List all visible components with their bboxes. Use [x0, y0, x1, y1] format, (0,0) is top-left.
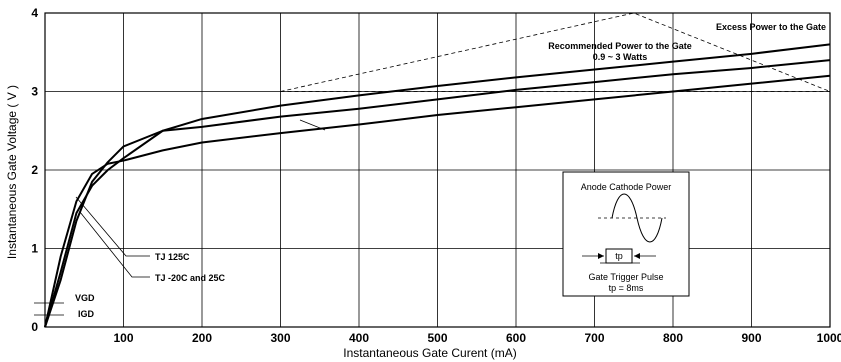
x-tick-label: 1000	[817, 331, 841, 345]
y-tick-label: 1	[31, 242, 38, 256]
tjlow-label: TJ -20C and 25C	[155, 273, 226, 283]
tj125-label: TJ 125C	[155, 252, 190, 262]
series-line	[44, 59, 831, 328]
x-tick-label: 400	[349, 331, 369, 345]
series-line	[44, 74, 831, 328]
y-axis-title: Instantaneous Gate Voltage ( V )	[5, 85, 19, 259]
leader-line-tjlow	[79, 211, 150, 278]
inset-frame	[562, 171, 690, 297]
x-tick-label: 800	[663, 331, 683, 345]
x-tick-label: 200	[192, 331, 212, 345]
x-tick-label: 500	[427, 331, 447, 345]
watts-range-label: 0.9 ~ 3 Watts	[593, 52, 647, 62]
pulse-arrowhead-left	[598, 253, 604, 259]
power-limit-lines	[280, 12, 831, 92]
plot-frame	[44, 12, 831, 328]
x-tick-label: 900	[741, 331, 761, 345]
tick-labels: 100 200 300 400 500 600 700 800 900 1000 0 1 2 3 4	[31, 6, 841, 345]
igd-label: IGD	[78, 309, 95, 319]
x-tick-label: 100	[113, 331, 133, 345]
pulse-arrowhead-right	[634, 253, 640, 259]
x-tick-label: 300	[270, 331, 290, 345]
vgd-label: VGD	[75, 293, 95, 303]
pulse-label: tp	[615, 251, 623, 261]
x-axis-title: Instantaneous Gate Curent (mA)	[343, 346, 516, 360]
power-limit-line	[280, 12, 831, 92]
y-tick-label: 0	[31, 320, 38, 334]
excess-power-label: Excess Power to the Gate	[716, 22, 826, 32]
y-tick-label: 2	[31, 163, 38, 177]
y-tick-label: 3	[31, 85, 38, 99]
series-lines	[44, 43, 831, 328]
leader-line-recommended	[299, 119, 326, 131]
tp-value-label: tp = 8ms	[609, 283, 644, 293]
inset-title: Anode Cathode Power	[581, 182, 672, 192]
y-tick-label: 4	[31, 6, 38, 20]
leader-lines	[34, 119, 326, 316]
leader-line-tj125	[75, 196, 150, 257]
x-tick-label: 700	[584, 331, 604, 345]
trigger-label: Gate Trigger Pulse	[588, 272, 663, 282]
recommended-power-label: Recommended Power to the Gate	[548, 41, 692, 51]
x-tick-label: 600	[506, 331, 526, 345]
inset-box: Anode Cathode Power tp Gate Trigger Puls…	[562, 171, 690, 297]
